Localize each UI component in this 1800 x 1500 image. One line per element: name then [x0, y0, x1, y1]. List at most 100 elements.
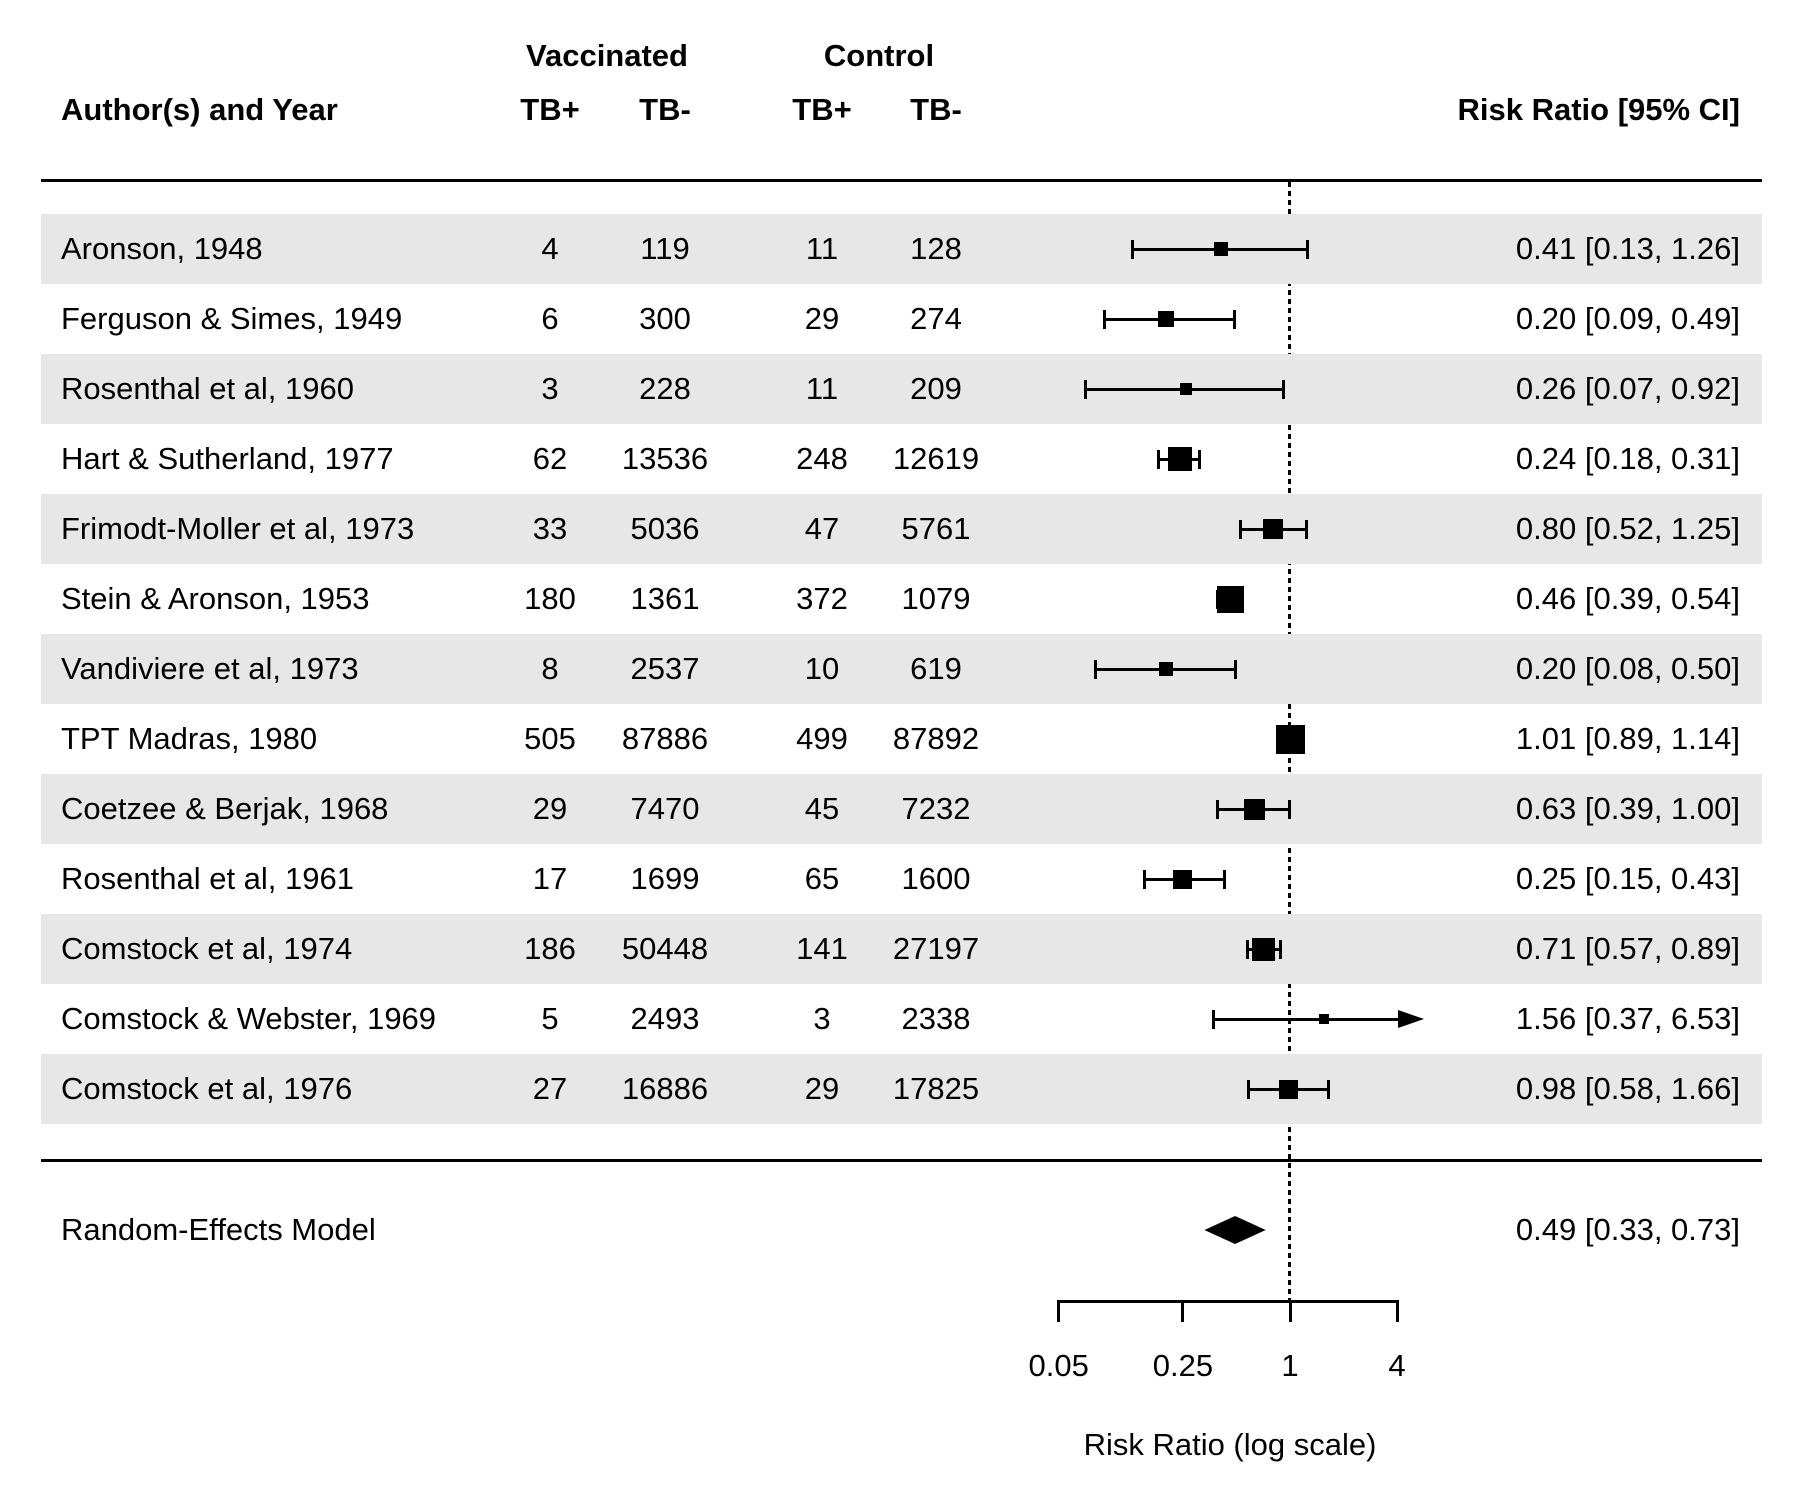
- study-author: Frimodt-Moller et al, 1973: [61, 511, 415, 546]
- estimate-label: 0.63 [0.39, 1.00]: [1515, 791, 1740, 826]
- vaccinated-tb-pos-count: 27: [532, 1071, 568, 1106]
- point-estimate-marker: [1216, 585, 1244, 613]
- vaccinated-tb-neg-count: 228: [639, 371, 691, 406]
- ci-lower-cap: [1094, 660, 1097, 679]
- estimate-label: 1.01 [0.89, 1.14]: [1515, 721, 1740, 756]
- control-tb-pos-count: 372: [796, 581, 848, 616]
- study-row: Frimodt-Moller et al, 1973 33 5036 47 57…: [0, 494, 1800, 564]
- control-tb-pos-count: 11: [805, 231, 839, 266]
- estimate-label: 0.71 [0.57, 0.89]: [1515, 931, 1740, 966]
- ci-lower-cap: [1238, 520, 1242, 539]
- vaccinated-tb-neg-count: 16886: [621, 1071, 709, 1106]
- control-tb-pos-count: 248: [796, 441, 848, 476]
- vaccinated-tb-neg-count: 50448: [621, 931, 709, 966]
- ci-whisker-line: [1213, 1018, 1398, 1021]
- point-estimate-marker: [1173, 869, 1193, 889]
- vaccinated-tb-neg-count: 2493: [630, 1001, 700, 1036]
- control-tb-pos-count: 10: [804, 651, 840, 686]
- axis-tick-label: 0.05: [1028, 1348, 1089, 1383]
- study-author: Stein & Aronson, 1953: [61, 581, 370, 616]
- vaccinated-tb-neg-count: 5036: [630, 511, 700, 546]
- study-author: Ferguson & Simes, 1949: [61, 301, 403, 336]
- study-row: Aronson, 1948 4 119 11 128 0.41 [0.13, 1…: [0, 214, 1800, 284]
- control-tb-neg-count: 87892: [892, 721, 980, 756]
- control-tb-neg-count: 7232: [901, 791, 971, 826]
- axis-tick: [1288, 1300, 1292, 1322]
- study-author: Rosenthal et al, 1960: [61, 371, 354, 406]
- estimate-label: 0.41 [0.13, 1.26]: [1515, 231, 1740, 266]
- header-rule: [41, 179, 1762, 182]
- control-tb-pos-count: 45: [804, 791, 840, 826]
- control-tb-neg-count: 2338: [901, 1001, 971, 1036]
- axis-tick: [1181, 1300, 1185, 1322]
- study-author: Coetzee & Berjak, 1968: [61, 791, 389, 826]
- vaccinated-tb-pos-count: 505: [524, 721, 576, 756]
- study-row: Comstock et al, 1976 27 16886 29 17825 0…: [0, 1054, 1800, 1124]
- point-estimate-marker: [1319, 1014, 1330, 1024]
- ci-upper-cap: [1234, 660, 1238, 679]
- column-header-effect: Risk Ratio [95% CI]: [1457, 92, 1740, 127]
- axis-tick-label: 4: [1388, 1348, 1406, 1383]
- study-author: Rosenthal et al, 1961: [61, 861, 354, 896]
- ci-lower-cap: [1212, 1010, 1216, 1029]
- ci-lower-cap: [1083, 380, 1087, 399]
- vaccinated-tb-pos-count: 29: [532, 791, 568, 826]
- point-estimate-marker: [1262, 519, 1283, 539]
- group-header-control: Control: [823, 38, 935, 73]
- ci-upper-cap: [1197, 450, 1201, 469]
- ci-arrow-icon: [1398, 1010, 1424, 1028]
- control-tb-neg-count: 619: [910, 651, 962, 686]
- point-estimate-marker: [1157, 311, 1174, 327]
- control-tb-pos-count: 141: [796, 931, 848, 966]
- vaccinated-tb-neg-count: 1699: [630, 861, 700, 896]
- control-tb-neg-count: 5761: [901, 511, 971, 546]
- column-header-author: Author(s) and Year: [61, 92, 338, 127]
- column-header-vaccinated-tb-pos: TB+: [520, 92, 580, 127]
- vaccinated-tb-pos-count: 186: [524, 931, 576, 966]
- study-author: Hart & Sutherland, 1977: [61, 441, 394, 476]
- ci-lower-cap: [1156, 450, 1160, 469]
- point-estimate-marker: [1252, 937, 1276, 961]
- study-row: Comstock et al, 1974 186 50448 141 27197…: [0, 914, 1800, 984]
- study-author: Vandiviere et al, 1973: [61, 651, 359, 686]
- estimate-label: 0.20 [0.09, 0.49]: [1515, 301, 1740, 336]
- vaccinated-tb-neg-count: 13536: [621, 441, 709, 476]
- ci-upper-cap: [1222, 870, 1226, 889]
- control-tb-neg-count: 209: [910, 371, 962, 406]
- ci-upper-cap: [1288, 800, 1291, 819]
- estimate-label: 0.24 [0.18, 0.31]: [1515, 441, 1740, 476]
- vaccinated-tb-pos-count: 3: [541, 371, 559, 406]
- ci-lower-cap: [1245, 940, 1249, 959]
- column-header-control-tb-pos: TB+: [792, 92, 852, 127]
- study-author: Comstock et al, 1974: [61, 931, 353, 966]
- ci-upper-cap: [1281, 380, 1285, 399]
- control-tb-pos-count: 11: [805, 371, 839, 406]
- estimate-label: 0.46 [0.39, 0.54]: [1515, 581, 1740, 616]
- ci-upper-cap: [1327, 1080, 1331, 1099]
- axis-tick: [1395, 1300, 1399, 1322]
- summary-model-label: Random-Effects Model: [61, 1212, 376, 1247]
- vaccinated-tb-pos-count: 180: [524, 581, 576, 616]
- control-tb-neg-count: 274: [910, 301, 962, 336]
- study-author: Comstock & Webster, 1969: [61, 1001, 437, 1036]
- point-estimate-marker: [1167, 447, 1192, 471]
- vaccinated-tb-neg-count: 7470: [630, 791, 700, 826]
- vaccinated-tb-neg-count: 1361: [630, 581, 700, 616]
- control-tb-neg-count: 27197: [892, 931, 980, 966]
- control-tb-pos-count: 3: [813, 1001, 831, 1036]
- control-tb-pos-count: 29: [804, 301, 840, 336]
- column-header-control-tb-neg: TB-: [910, 92, 962, 127]
- vaccinated-tb-pos-count: 33: [532, 511, 568, 546]
- estimate-label: 0.80 [0.52, 1.25]: [1515, 511, 1740, 546]
- control-tb-neg-count: 12619: [892, 441, 980, 476]
- point-estimate-marker: [1180, 383, 1192, 395]
- point-estimate-marker: [1243, 798, 1265, 820]
- estimate-label: 0.26 [0.07, 0.92]: [1515, 371, 1740, 406]
- estimate-label: 0.25 [0.15, 0.43]: [1515, 861, 1740, 896]
- ci-upper-cap: [1305, 520, 1309, 539]
- study-row: Ferguson & Simes, 1949 6 300 29 274 0.20…: [0, 284, 1800, 354]
- study-author: Comstock et al, 1976: [61, 1071, 353, 1106]
- summary-rule: [41, 1159, 1762, 1162]
- estimate-label: 0.98 [0.58, 1.66]: [1515, 1071, 1740, 1106]
